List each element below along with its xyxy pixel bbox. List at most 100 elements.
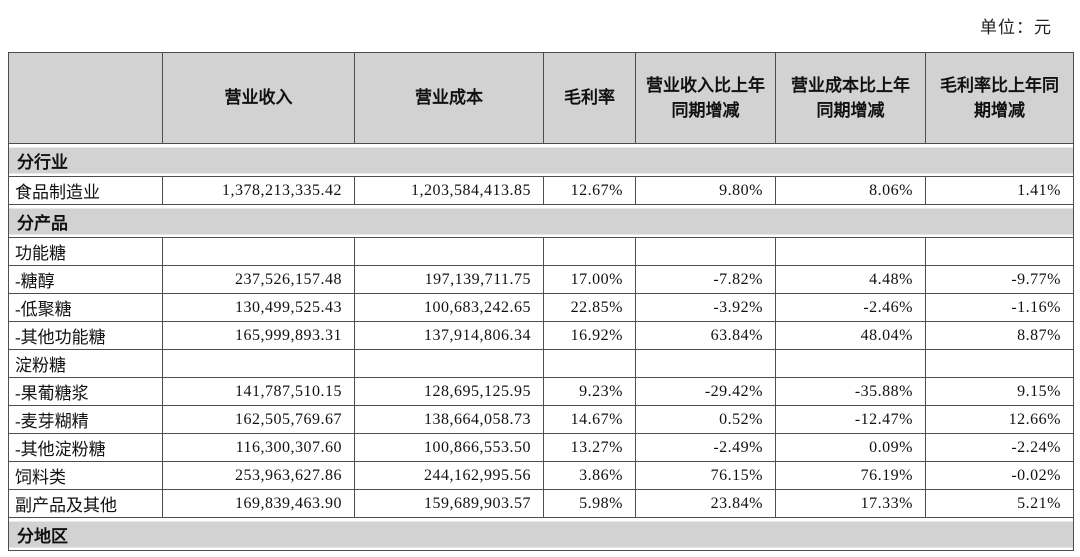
cost-cell: 1,203,584,413.85	[354, 176, 544, 205]
cost-cell: 197,139,711.75	[354, 265, 544, 294]
row-label-cell: 饲料类	[8, 461, 163, 490]
cost-change-cell: -35.88%	[775, 377, 926, 406]
margin-change-cell	[925, 349, 1074, 378]
data-row-maltodextrin: -麦芽糊精 162,505,769.67 138,664,058.73 14.6…	[8, 405, 1074, 434]
revenue-cell: 169,839,463.90	[162, 489, 355, 518]
revenue-cell: 162,505,769.67	[162, 405, 355, 434]
revenue-cell: 116,300,307.60	[162, 433, 355, 462]
data-row-functional-sugar: 功能糖	[8, 237, 1074, 266]
cost-change-cell: 76.19%	[775, 461, 926, 490]
header-cell-gross-margin: 毛利率	[543, 52, 636, 144]
data-row-other-functional-sugar: -其他功能糖 165,999,893.31 137,914,806.34 16.…	[8, 321, 1074, 350]
cost-cell: 159,689,903.57	[354, 489, 544, 518]
row-label-cell: -低聚糖	[8, 293, 163, 322]
margin-change-cell: 5.21%	[925, 489, 1074, 518]
cost-change-cell: 8.06%	[775, 176, 926, 205]
cost-cell: 138,664,058.73	[354, 405, 544, 434]
cost-change-cell: 17.33%	[775, 489, 926, 518]
cost-change-cell: 4.48%	[775, 265, 926, 294]
revenue-change-cell: 9.80%	[635, 176, 776, 205]
table-header-row: 营业收入 营业成本 毛利率 营业收入比上年同期增减 营业成本比上年同期增减 毛利…	[8, 52, 1074, 144]
margin-change-cell: -9.77%	[925, 265, 1074, 294]
revenue-cell: 237,526,157.48	[162, 265, 355, 294]
row-label-cell: 食品制造业	[8, 176, 163, 205]
data-row-sugar-alcohol: -糖醇 237,526,157.48 197,139,711.75 17.00%…	[8, 265, 1074, 294]
cost-change-cell: -12.47%	[775, 405, 926, 434]
data-row-fructose-syrup: -果葡糖浆 141,787,510.15 128,695,125.95 9.23…	[8, 377, 1074, 406]
section-label: 分产品	[8, 204, 1074, 238]
section-label: 分地区	[8, 517, 1074, 551]
cost-cell	[354, 349, 544, 378]
revenue-change-cell	[635, 237, 776, 266]
gross-margin-cell: 22.85%	[543, 293, 636, 322]
gross-margin-cell: 17.00%	[543, 265, 636, 294]
revenue-change-cell: -3.92%	[635, 293, 776, 322]
header-cell-margin-change: 毛利率比上年同期增减	[925, 52, 1074, 144]
header-cell-cost: 营业成本	[354, 52, 544, 144]
cost-cell: 100,866,553.50	[354, 433, 544, 462]
revenue-change-cell: 63.84%	[635, 321, 776, 350]
margin-change-cell	[925, 237, 1074, 266]
revenue-cell	[162, 237, 355, 266]
gross-margin-cell	[543, 237, 636, 266]
financial-segment-table: 营业收入 营业成本 毛利率 营业收入比上年同期增减 营业成本比上年同期增减 毛利…	[8, 52, 1074, 551]
gross-margin-cell	[543, 349, 636, 378]
data-row-byproducts-other: 副产品及其他 169,839,463.90 159,689,903.57 5.9…	[8, 489, 1074, 518]
data-row-oligosaccharide: -低聚糖 130,499,525.43 100,683,242.65 22.85…	[8, 293, 1074, 322]
revenue-cell	[162, 349, 355, 378]
margin-change-cell: -2.24%	[925, 433, 1074, 462]
section-row-by-product: 分产品	[8, 204, 1074, 238]
margin-change-cell: 12.66%	[925, 405, 1074, 434]
gross-margin-cell: 5.98%	[543, 489, 636, 518]
row-label-cell: -其他功能糖	[8, 321, 163, 350]
revenue-change-cell	[635, 349, 776, 378]
row-label-cell: -麦芽糊精	[8, 405, 163, 434]
gross-margin-cell: 14.67%	[543, 405, 636, 434]
section-row-by-industry: 分行业	[8, 143, 1074, 177]
section-row-by-region: 分地区	[8, 517, 1074, 551]
margin-change-cell: -0.02%	[925, 461, 1074, 490]
header-cell-revenue-change: 营业收入比上年同期增减	[635, 52, 776, 144]
revenue-cell: 141,787,510.15	[162, 377, 355, 406]
revenue-cell: 253,963,627.86	[162, 461, 355, 490]
revenue-change-cell: 76.15%	[635, 461, 776, 490]
data-row-food-manufacturing: 食品制造业 1,378,213,335.42 1,203,584,413.85 …	[8, 176, 1074, 205]
row-label-cell: 淀粉糖	[8, 349, 163, 378]
cost-change-cell: 0.09%	[775, 433, 926, 462]
revenue-cell: 165,999,893.31	[162, 321, 355, 350]
revenue-cell: 1,378,213,335.42	[162, 176, 355, 205]
header-cell-revenue: 营业收入	[162, 52, 355, 144]
gross-margin-cell: 9.23%	[543, 377, 636, 406]
row-label-cell: 功能糖	[8, 237, 163, 266]
cost-cell: 100,683,242.65	[354, 293, 544, 322]
revenue-change-cell: 23.84%	[635, 489, 776, 518]
revenue-change-cell: -29.42%	[635, 377, 776, 406]
margin-change-cell: 9.15%	[925, 377, 1074, 406]
data-row-feed: 饲料类 253,963,627.86 244,162,995.56 3.86% …	[8, 461, 1074, 490]
cost-cell	[354, 237, 544, 266]
cost-change-cell: -2.46%	[775, 293, 926, 322]
gross-margin-cell: 12.67%	[543, 176, 636, 205]
cost-change-cell	[775, 237, 926, 266]
margin-change-cell: 8.87%	[925, 321, 1074, 350]
row-label-cell: -果葡糖浆	[8, 377, 163, 406]
cost-cell: 128,695,125.95	[354, 377, 544, 406]
data-row-other-starch-sugar: -其他淀粉糖 116,300,307.60 100,866,553.50 13.…	[8, 433, 1074, 462]
header-cell-rowlabel	[8, 52, 163, 144]
gross-margin-cell: 13.27%	[543, 433, 636, 462]
cost-change-cell: 48.04%	[775, 321, 926, 350]
revenue-change-cell: 0.52%	[635, 405, 776, 434]
row-label-cell: -其他淀粉糖	[8, 433, 163, 462]
revenue-cell: 130,499,525.43	[162, 293, 355, 322]
cost-cell: 137,914,806.34	[354, 321, 544, 350]
gross-margin-cell: 16.92%	[543, 321, 636, 350]
row-label-cell: 副产品及其他	[8, 489, 163, 518]
header-cell-cost-change: 营业成本比上年同期增减	[775, 52, 926, 144]
revenue-change-cell: -2.49%	[635, 433, 776, 462]
cost-change-cell	[775, 349, 926, 378]
margin-change-cell: 1.41%	[925, 176, 1074, 205]
margin-change-cell: -1.16%	[925, 293, 1074, 322]
revenue-change-cell: -7.82%	[635, 265, 776, 294]
gross-margin-cell: 3.86%	[543, 461, 636, 490]
